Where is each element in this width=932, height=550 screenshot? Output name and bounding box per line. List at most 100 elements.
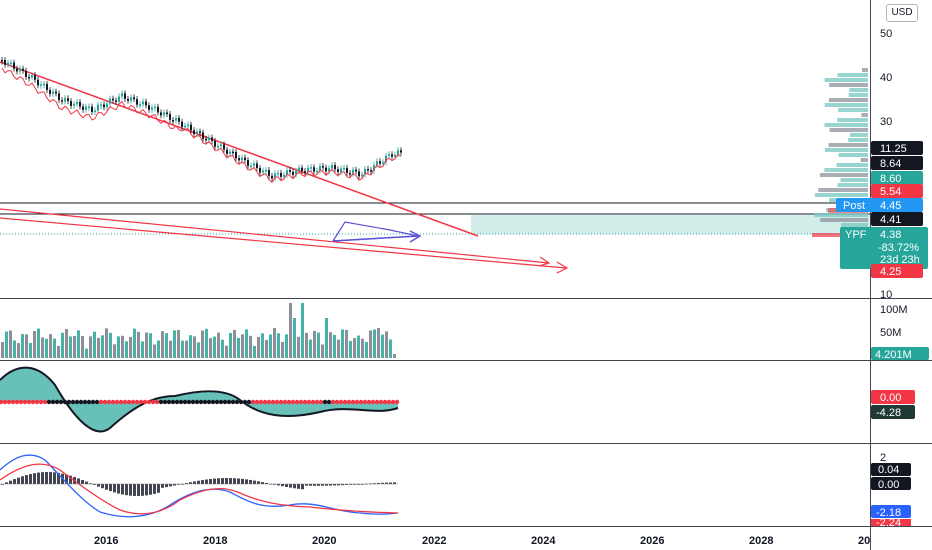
- tag-last: 4.38: [880, 229, 901, 241]
- volume-bar: [9, 330, 12, 358]
- currency-button[interactable]: USD: [886, 4, 918, 22]
- macd-line: [0, 454, 399, 518]
- macd-histogram-bar: [345, 484, 348, 485]
- macd-histogram-bar: [377, 482, 380, 484]
- volume-bar: [25, 334, 28, 358]
- candle-body: [283, 174, 285, 177]
- price-axis[interactable]: 50 40 30 10 11.25 8.64 8.60 5.54 Post 4.…: [836, 28, 928, 301]
- candle-body: [112, 98, 114, 101]
- oscillator-dot: [386, 399, 392, 405]
- oscillator-dot: [14, 399, 20, 405]
- macd-histogram-bar: [293, 484, 296, 489]
- projection-arrow: [332, 235, 419, 242]
- macd-histogram-bar: [69, 475, 72, 484]
- macd-histogram-bar: [217, 478, 220, 484]
- oscillator-dot: [66, 399, 72, 405]
- trendline-upper: [0, 61, 479, 237]
- volume-bar: [253, 345, 256, 358]
- macd-histogram-bar: [265, 482, 268, 484]
- tag-high2: 8.64: [880, 158, 901, 170]
- candle-body: [73, 104, 75, 106]
- oscillator-dot: [106, 399, 112, 405]
- volume-bar: [201, 330, 204, 358]
- oscillator-dot: [162, 399, 168, 405]
- time-label-2026: 2026: [640, 535, 664, 547]
- candle-body: [376, 161, 378, 166]
- macd-histogram-bar: [337, 484, 340, 486]
- volume-profile-bar: [824, 168, 868, 172]
- macd-histogram-bar: [325, 484, 328, 486]
- macd-tag-2-bg: [871, 477, 911, 490]
- price-pane[interactable]: [0, 57, 870, 274]
- volume-bar: [89, 336, 92, 358]
- trendline-lower-1-arrowhead: [538, 256, 551, 267]
- time-label-2024: 2024: [531, 535, 556, 547]
- candle-body: [94, 110, 96, 113]
- candle-body: [232, 151, 234, 154]
- macd-histogram-bar: [53, 472, 56, 484]
- candle-body: [304, 171, 306, 173]
- macd-histogram-bar: [49, 472, 52, 484]
- volume-profile-bar: [819, 173, 868, 177]
- candle-body: [280, 172, 282, 177]
- tag-low: 4.25: [880, 266, 901, 278]
- candle-body: [394, 154, 396, 157]
- volume-profile-bar: [860, 158, 868, 162]
- oscillator-dot: [166, 399, 172, 405]
- macd-histogram-bar: [165, 484, 168, 488]
- time-axis[interactable]: 2016 2018 2020 2022 2024 2026 2028 20: [94, 535, 870, 547]
- oscillator-axis[interactable]: 0.00 -4.28: [871, 390, 915, 419]
- oscillator-dot: [58, 399, 64, 405]
- volume-bar: [77, 330, 80, 358]
- volume-bar: [125, 341, 128, 358]
- candle-body: [106, 103, 108, 108]
- candle-body: [388, 154, 390, 156]
- volume-axis[interactable]: 100M 50M 4.201M: [871, 304, 929, 361]
- volume-profile-bar: [814, 213, 868, 217]
- volume-bar: [301, 303, 304, 358]
- tag-red1-bg: [871, 184, 923, 198]
- macd-histogram-bar: [373, 483, 376, 485]
- macd-histogram-bar: [305, 484, 308, 486]
- oscillator-dot: [126, 399, 132, 405]
- volume-bar: [229, 332, 232, 358]
- volume-bar: [221, 339, 224, 358]
- macd-histogram-bar: [153, 484, 156, 494]
- candle-body: [82, 106, 84, 110]
- candle-body: [400, 150, 402, 153]
- macd-tag-3-bg: [871, 505, 911, 518]
- volume-bar: [241, 334, 244, 358]
- tag-high2-bg: [871, 156, 923, 170]
- candle-body: [16, 68, 18, 72]
- volume-bar: [393, 354, 396, 358]
- volume-bar: [329, 332, 332, 358]
- oscillator-dot: [286, 399, 292, 405]
- volume-bar: [361, 338, 364, 358]
- volume-bar: [109, 332, 112, 358]
- candle-body: [196, 131, 198, 134]
- candle-body: [271, 175, 273, 179]
- volume-profile-bar: [814, 193, 868, 197]
- candle-body: [295, 170, 297, 175]
- oscillator-dot: [6, 399, 12, 405]
- macd-axis[interactable]: 2 0.04 0.00 -2.18 -2.24: [871, 452, 911, 529]
- candle-body: [25, 70, 27, 77]
- candle-body: [151, 107, 153, 110]
- volume-bar: [217, 332, 220, 358]
- oscillator-dot: [306, 399, 312, 405]
- volume-bar: [337, 339, 340, 358]
- oscillator-dot: [334, 399, 340, 405]
- macd-signal-line: [0, 463, 399, 515]
- candle-body: [328, 168, 330, 172]
- volume-bar: [53, 338, 56, 358]
- oscillator-dot: [314, 399, 320, 405]
- volume-profile: [812, 68, 868, 237]
- macd-histogram-bar: [245, 479, 248, 484]
- volume-bar: [209, 338, 212, 358]
- candle-body: [193, 130, 195, 134]
- oscillator-dot: [222, 399, 228, 405]
- oscillator-dot: [246, 399, 252, 405]
- candle-body: [22, 68, 24, 71]
- tag-green1: 8.60: [880, 173, 901, 185]
